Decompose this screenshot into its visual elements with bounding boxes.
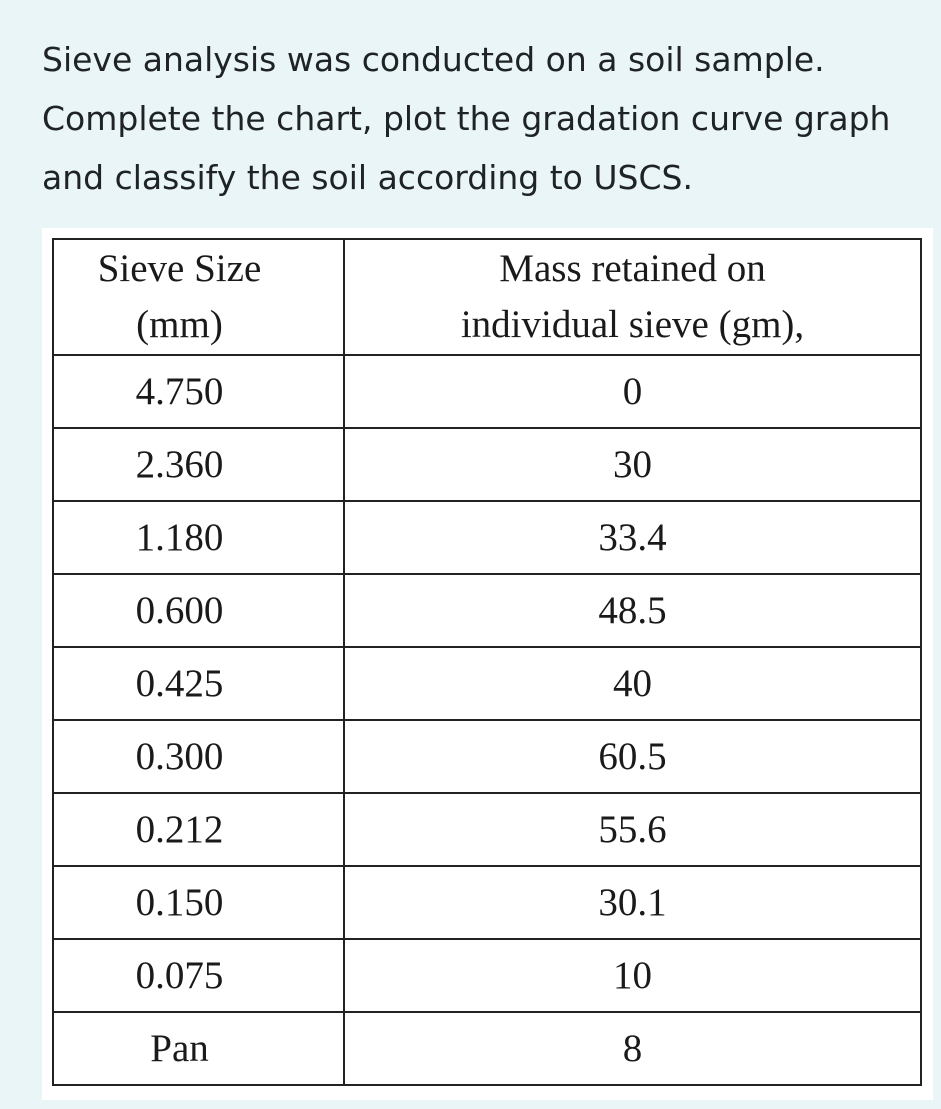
header-sieve-size-line-1: Sieve Size: [97, 247, 262, 290]
table-row: 1.180 33.4: [52, 500, 922, 575]
header-mass-retained-line-1: Mass retained on: [499, 247, 766, 290]
sieve-size-cell: Pan: [52, 1011, 345, 1086]
sieve-size-cell: 2.360: [52, 427, 345, 502]
mass-retained-cell: 33.4: [343, 500, 922, 575]
sieve-size-cell: 0.425: [52, 646, 345, 721]
mass-retained-cell: 60.5: [343, 719, 922, 794]
question-line-2: Complete the chart, plot the gradation c…: [42, 99, 891, 138]
table-row: 0.300 60.5: [52, 719, 922, 794]
mass-retained-cell: 8: [343, 1011, 922, 1086]
sieve-size-cell: 0.300: [52, 719, 345, 794]
sieve-size-cell: 0.212: [52, 792, 345, 867]
mass-retained-cell: 55.6: [343, 792, 922, 867]
mass-retained-cell: 30: [343, 427, 922, 502]
mass-retained-cell: 40: [343, 646, 922, 721]
question-line-3: and classify the soil according to USCS.: [42, 158, 693, 197]
sieve-analysis-table: Sieve Size (mm) Mass retained on individ…: [52, 238, 922, 1086]
question-text: Sieve analysis was conducted on a soil s…: [42, 30, 932, 207]
table-row: 0.150 30.1: [52, 865, 922, 940]
header-mass-retained: Mass retained on individual sieve (gm),: [343, 238, 922, 356]
table-row: 0.075 10: [52, 938, 922, 1013]
sieve-size-cell: 4.750: [52, 354, 345, 429]
sieve-size-cell: 0.600: [52, 573, 345, 648]
sieve-size-cell: 1.180: [52, 500, 345, 575]
header-sieve-size-line-2: (mm): [136, 303, 223, 346]
question-line-1: Sieve analysis was conducted on a soil s…: [42, 40, 825, 79]
table-row: 2.360 30: [52, 427, 922, 502]
sieve-size-cell: 0.150: [52, 865, 345, 940]
mass-retained-cell: 10: [343, 938, 922, 1013]
table-row: Pan 8: [52, 1011, 922, 1086]
table-row: 0.425 40: [52, 646, 922, 721]
mass-retained-cell: 48.5: [343, 573, 922, 648]
table-row: 0.212 55.6: [52, 792, 922, 867]
table-row: 0.600 48.5: [52, 573, 922, 648]
table-header-row: Sieve Size (mm) Mass retained on individ…: [52, 238, 922, 356]
sieve-size-cell: 0.075: [52, 938, 345, 1013]
table-image: Sieve Size (mm) Mass retained on individ…: [42, 228, 933, 1100]
header-sieve-size: Sieve Size (mm): [52, 238, 345, 356]
mass-retained-cell: 30.1: [343, 865, 922, 940]
header-mass-retained-line-2: individual sieve (gm),: [460, 303, 805, 346]
table-row: 4.750 0: [52, 354, 922, 429]
mass-retained-cell: 0: [343, 354, 922, 429]
